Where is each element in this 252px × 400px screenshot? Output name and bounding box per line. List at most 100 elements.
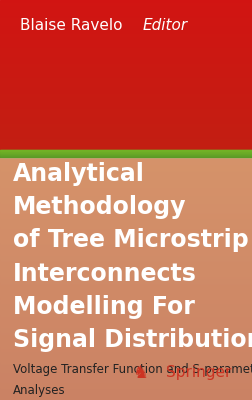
Text: Analytical: Analytical [13,162,144,186]
Bar [0,31,252,32]
Bar [0,53,252,54]
Bar [0,93,252,94]
Bar [0,277,252,278]
Bar [0,4,252,5]
Bar [0,63,252,64]
Bar [0,193,252,194]
Bar [0,158,252,159]
Bar [0,110,252,111]
Bar [0,33,252,34]
Bar [0,334,252,335]
Bar [0,22,252,23]
Bar [0,336,252,337]
Bar [0,159,252,160]
Bar [0,271,252,272]
Bar [0,324,252,325]
Bar [0,216,252,217]
Bar [0,96,252,97]
Bar [0,348,252,350]
Bar [0,85,252,86]
Text: of Tree Microstrip: of Tree Microstrip [13,228,248,252]
Bar [0,390,252,391]
Bar [0,161,252,163]
Bar [0,281,252,282]
Bar [0,142,252,143]
Bar [0,169,252,170]
Bar [0,346,252,347]
Bar [0,363,252,364]
Bar [0,16,252,17]
Bar [0,385,252,386]
Bar [0,82,252,83]
Bar [0,39,252,40]
Bar [0,213,252,214]
Bar [0,184,252,185]
Bar [0,273,252,274]
Bar [0,75,252,76]
Bar [0,172,252,174]
Bar [0,131,252,132]
Bar [0,357,252,358]
Bar [0,282,252,283]
Bar [0,158,252,400]
Bar [0,11,252,12]
Bar [0,201,252,202]
Bar [0,296,252,297]
Bar [0,171,252,172]
Bar [0,255,252,256]
Bar [0,9,252,10]
Bar [0,389,252,390]
Bar [0,62,252,63]
Bar [0,13,252,14]
Bar [0,347,252,348]
Bar [0,206,252,207]
Bar [0,118,252,119]
Bar [0,380,252,382]
Bar [0,316,252,318]
Bar [0,92,252,93]
Bar [0,101,252,102]
Bar [0,19,252,20]
Bar [0,332,252,334]
Bar [0,135,252,136]
Bar [0,109,252,110]
Bar [0,212,252,213]
Bar [0,223,252,224]
Text: Interconnects: Interconnects [13,262,197,286]
Bar [0,153,252,154]
Bar [0,264,252,265]
Text: Modelling For: Modelling For [13,295,195,319]
Bar [0,119,252,120]
Bar [0,383,252,384]
Bar [0,386,252,388]
Bar [0,57,252,58]
Bar [0,245,252,246]
Bar [0,102,252,103]
Bar [0,168,252,169]
Bar [0,366,252,367]
Bar [0,272,252,273]
Bar [0,396,252,398]
Bar [0,106,252,107]
Bar [0,32,252,33]
Bar [0,305,252,306]
Bar [0,24,252,25]
Bar [0,248,252,249]
Bar [0,73,252,74]
Bar [0,394,252,395]
Bar [0,303,252,304]
Bar [0,27,252,28]
Bar [0,130,252,131]
Bar [0,152,252,153]
Bar [0,235,252,236]
Bar [0,203,252,204]
Bar [0,372,252,373]
Bar [0,299,252,300]
Bar [0,395,252,396]
Bar [0,251,252,252]
Bar [0,59,252,60]
Bar [0,198,252,200]
Bar [0,306,252,308]
Bar [0,100,252,101]
Bar [0,122,252,123]
